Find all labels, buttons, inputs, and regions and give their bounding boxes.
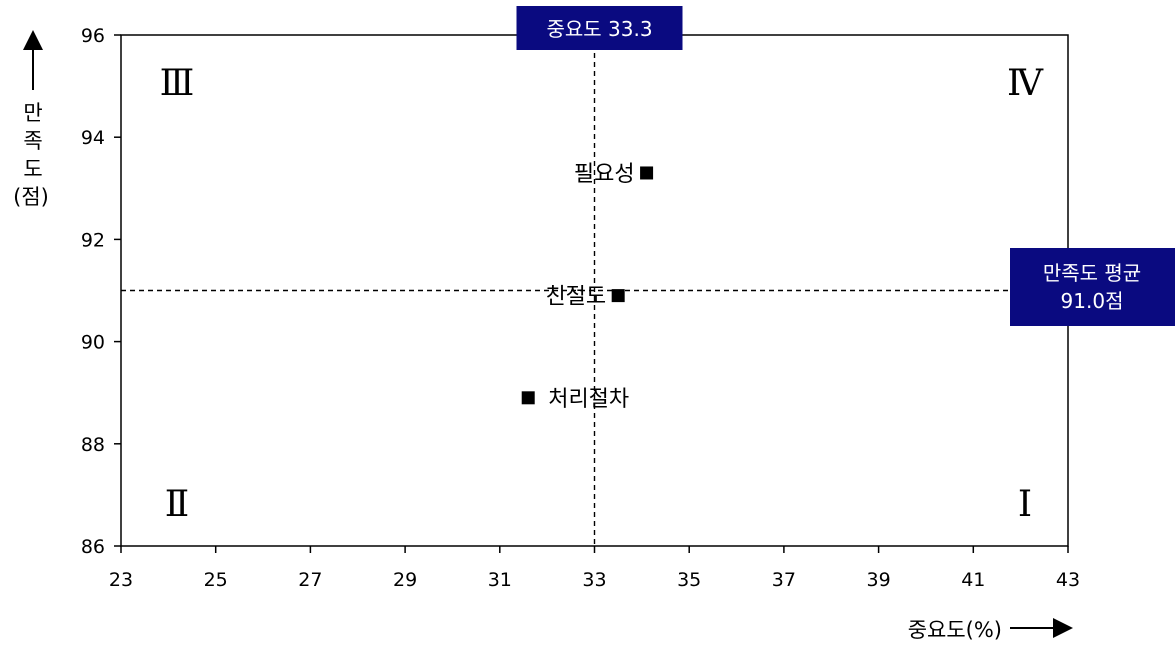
x-tick-label: 23	[109, 569, 133, 591]
x-tick-label: 43	[1056, 569, 1080, 591]
importance-reference-box	[516, 6, 683, 50]
data-point-marker	[521, 391, 535, 405]
x-tick-label: 39	[867, 569, 891, 591]
x-tick-label: 37	[772, 569, 796, 591]
y-axis-title-char-3: 도	[23, 157, 42, 181]
x-tick-label: 33	[582, 569, 606, 591]
satisfaction-reference-label-line1: 만족도 평균	[1043, 261, 1141, 285]
x-axis-title: 중요도(%)	[908, 618, 1002, 642]
data-point-label: 필요성	[574, 162, 635, 187]
y-tick-label: 92	[81, 229, 105, 251]
importance-reference-label: 중요도 33.3	[546, 17, 652, 41]
x-tick-label: 29	[393, 569, 417, 591]
y-tick-label: 88	[81, 434, 105, 456]
y-axis-title-unit: (점)	[13, 185, 49, 209]
satisfaction-reference-box	[1010, 248, 1175, 326]
quadrant-label-top-left: Ⅲ	[160, 63, 195, 104]
x-tick-label: 35	[677, 569, 701, 591]
data-point-label: 친절도	[545, 285, 606, 310]
quadrant-label-bottom-left: Ⅱ	[165, 484, 189, 525]
y-tick-label: 94	[81, 127, 105, 149]
satisfaction-reference-label-line2: 91.0점	[1061, 289, 1124, 313]
data-point-label: 처리절차	[548, 387, 629, 412]
y-tick-label: 90	[81, 332, 105, 354]
y-tick-label: 96	[81, 25, 105, 47]
x-tick-label: 27	[298, 569, 322, 591]
axis-ticks: 23 25 27 29 31 33 35 37 39 41 43 86 88 90 92 94 96	[81, 25, 1080, 591]
x-tick-label: 41	[961, 569, 985, 591]
data-point-marker	[611, 289, 625, 303]
quadrant-label-bottom-right: Ⅰ	[1018, 484, 1032, 525]
quadrant-label-top-right: Ⅳ	[1007, 63, 1044, 104]
x-tick-label: 31	[488, 569, 512, 591]
y-axis-title-char-2: 족	[23, 129, 42, 153]
reference-lines: 중요도 33.3 만족도 평균 91.0점	[121, 6, 1175, 546]
x-tick-label: 25	[204, 569, 228, 591]
y-axis-title-char-1: 만	[23, 101, 42, 125]
data-point-marker	[640, 166, 654, 180]
y-tick-label: 86	[81, 536, 105, 558]
